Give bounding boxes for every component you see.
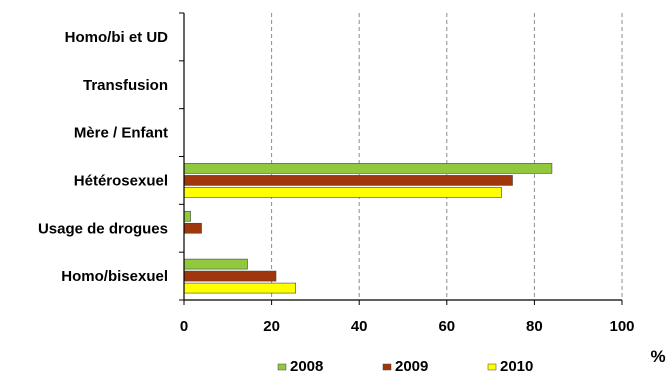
category-label: Usage de drogues (38, 220, 168, 237)
legend-swatch-2010 (487, 363, 497, 371)
bar-2008-0 (183, 258, 248, 270)
x-tick-label: 0 (180, 318, 188, 335)
gridlines (271, 13, 623, 300)
category-label: Homo/bi et UD (65, 29, 168, 46)
x-tick-label: 100 (609, 318, 634, 335)
legend-label: 2009 (395, 358, 428, 375)
category-label: Hétérosexuel (74, 172, 168, 189)
x-tick-label: 20 (263, 318, 280, 335)
axes (179, 12, 623, 305)
legend-swatch-2009 (382, 363, 392, 371)
bar-2010-2 (183, 187, 502, 198)
bars (183, 163, 553, 294)
bar-2009-1 (183, 222, 202, 234)
x-axis-unit: % (650, 347, 665, 366)
x-tick-label: 80 (526, 318, 543, 335)
x-tick-labels: 0 20 40 60 80 100 (180, 318, 635, 335)
category-label: Mère / Enfant (74, 125, 168, 142)
legend-label: 2008 (290, 358, 323, 375)
x-tick-label: 40 (351, 318, 368, 335)
bar-2009-0 (183, 270, 277, 282)
category-labels: Homo/bisexuel Usage de drogues Hétérosexue… (38, 29, 168, 285)
bar-2009-2 (183, 175, 513, 186)
legend-label: 2010 (500, 358, 533, 375)
category-label: Transfusion (83, 77, 168, 94)
bar-2010-0 (183, 282, 296, 294)
category-label: Homo/bisexuel (61, 268, 168, 285)
legend-swatch-2008 (277, 363, 287, 371)
legend: 2008 2009 2010 (277, 358, 533, 375)
bar-2008-1 (183, 210, 191, 222)
bar-2008-2 (183, 163, 553, 174)
x-tick-label: 60 (438, 318, 455, 335)
